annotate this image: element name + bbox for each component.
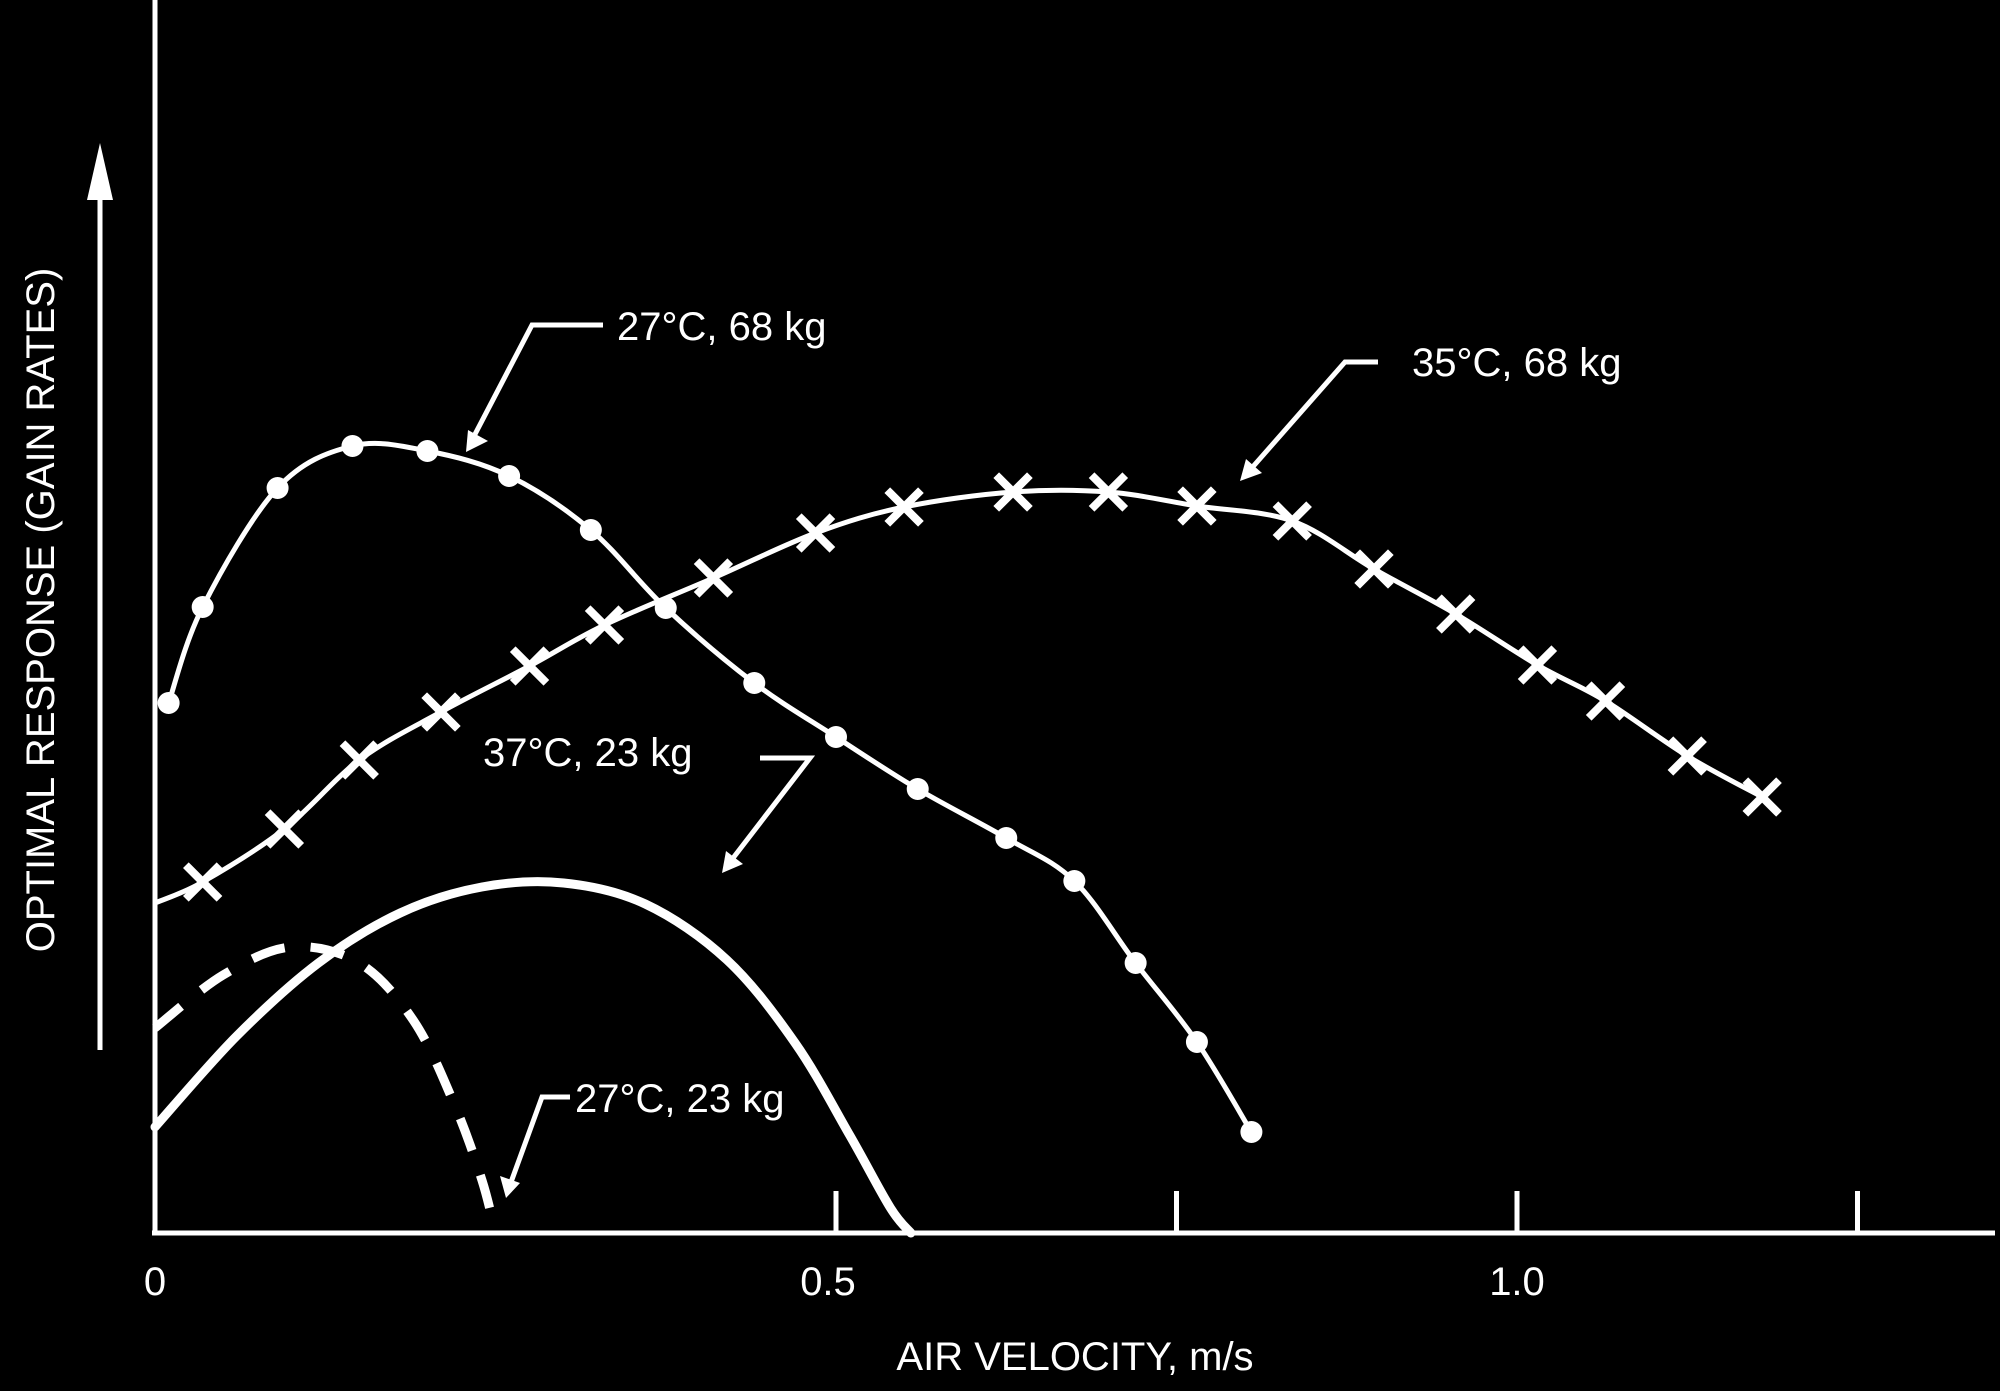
marker-27-c-68-kg-14 — [1185, 1031, 1208, 1053]
marker-27-c-68-kg-3 — [341, 435, 364, 457]
leader-35c-68kg — [1248, 359, 1378, 472]
marker-27-c-68-kg-1 — [191, 596, 214, 618]
marker-27-c-68-kg-4 — [416, 440, 439, 462]
marker-27-c-68-kg-13 — [1124, 952, 1147, 974]
marker-35-c-68-kg-5 — [584, 605, 625, 645]
leader-27c-23kg-arrowhead-icon — [500, 1176, 520, 1198]
leader-35c-68kg-arrowhead-icon — [1240, 459, 1262, 481]
marker-35-c-68-kg-15 — [1517, 645, 1558, 685]
marker-35-c-68-kg-2 — [339, 740, 379, 780]
marker-27-c-68-kg-15 — [1240, 1121, 1263, 1143]
marker-35-c-68-kg-17 — [1667, 736, 1707, 776]
x-tick-label-0: 0 — [144, 1260, 166, 1304]
marker-35-c-68-kg-7 — [795, 513, 836, 553]
series-27-c-23-kg — [152, 942, 500, 1235]
label-35c-68kg: 35°C, 68 kg — [1412, 341, 1621, 385]
marker-27-c-68-kg-2 — [266, 477, 289, 499]
series-27-c-68-kg — [157, 435, 1263, 1143]
series-line-27-c-68-kg — [166, 440, 1254, 1135]
marker-35-c-68-kg-13 — [1354, 549, 1394, 589]
x-tick-label-1-0: 1.0 — [1489, 1260, 1545, 1304]
marker-27-c-68-kg-10 — [906, 778, 929, 800]
marker-27-c-68-kg-8 — [743, 672, 766, 694]
marker-27-c-68-kg-0 — [157, 692, 180, 714]
series-35-c-68-kg — [152, 472, 1782, 906]
x-axis-title: AIR VELOCITY, m/s — [896, 1335, 1253, 1379]
x-tick-label-0-5: 0.5 — [800, 1260, 856, 1304]
marker-35-c-68-kg-9 — [993, 472, 1033, 512]
series-layer — [150, 435, 1782, 1238]
leader-27c-23kg — [507, 1094, 570, 1186]
marker-35-c-68-kg-3 — [421, 692, 461, 732]
marker-27-c-68-kg-6 — [579, 519, 602, 541]
leader-37c-23kg-arrowhead-icon — [722, 851, 743, 873]
marker-35-c-68-kg-18 — [1742, 777, 1782, 817]
label-37c-23kg: 37°C, 23 kg — [483, 731, 692, 775]
x-ticks — [833, 1191, 1860, 1233]
marker-35-c-68-kg-6 — [693, 558, 734, 598]
marker-27-c-68-kg-11 — [995, 827, 1018, 849]
marker-35-c-68-kg-11 — [1177, 486, 1217, 526]
leader-27c-68kg — [469, 322, 603, 442]
marker-35-c-68-kg-8 — [884, 487, 924, 527]
series-line-37-c-23-kg — [150, 877, 916, 1238]
series-37-c-23-kg — [150, 877, 916, 1238]
leader-37c-23kg — [728, 755, 816, 864]
series-line-27-c-23-kg — [152, 942, 500, 1235]
marker-35-c-68-kg-0 — [183, 862, 223, 902]
marker-35-c-68-kg-10 — [1088, 472, 1129, 512]
y-axis-title: OPTIMAL RESPONSE (GAIN RATES) — [19, 268, 63, 953]
y-arrow-head-icon — [87, 143, 113, 200]
label-27c-23kg: 27°C, 23 kg — [575, 1077, 784, 1121]
marker-27-c-68-kg-12 — [1063, 870, 1086, 892]
leader-27c-68kg-arrowhead-icon — [466, 430, 488, 452]
marker-35-c-68-kg-14 — [1436, 594, 1476, 634]
marker-27-c-68-kg-5 — [498, 465, 521, 487]
label-27c-68kg: 27°C, 68 kg — [617, 305, 826, 349]
marker-35-c-68-kg-1 — [264, 809, 305, 849]
marker-35-c-68-kg-4 — [509, 646, 550, 686]
marker-27-c-68-kg-9 — [825, 726, 847, 748]
marker-35-c-68-kg-16 — [1585, 681, 1626, 721]
marker-35-c-68-kg-12 — [1272, 501, 1312, 541]
